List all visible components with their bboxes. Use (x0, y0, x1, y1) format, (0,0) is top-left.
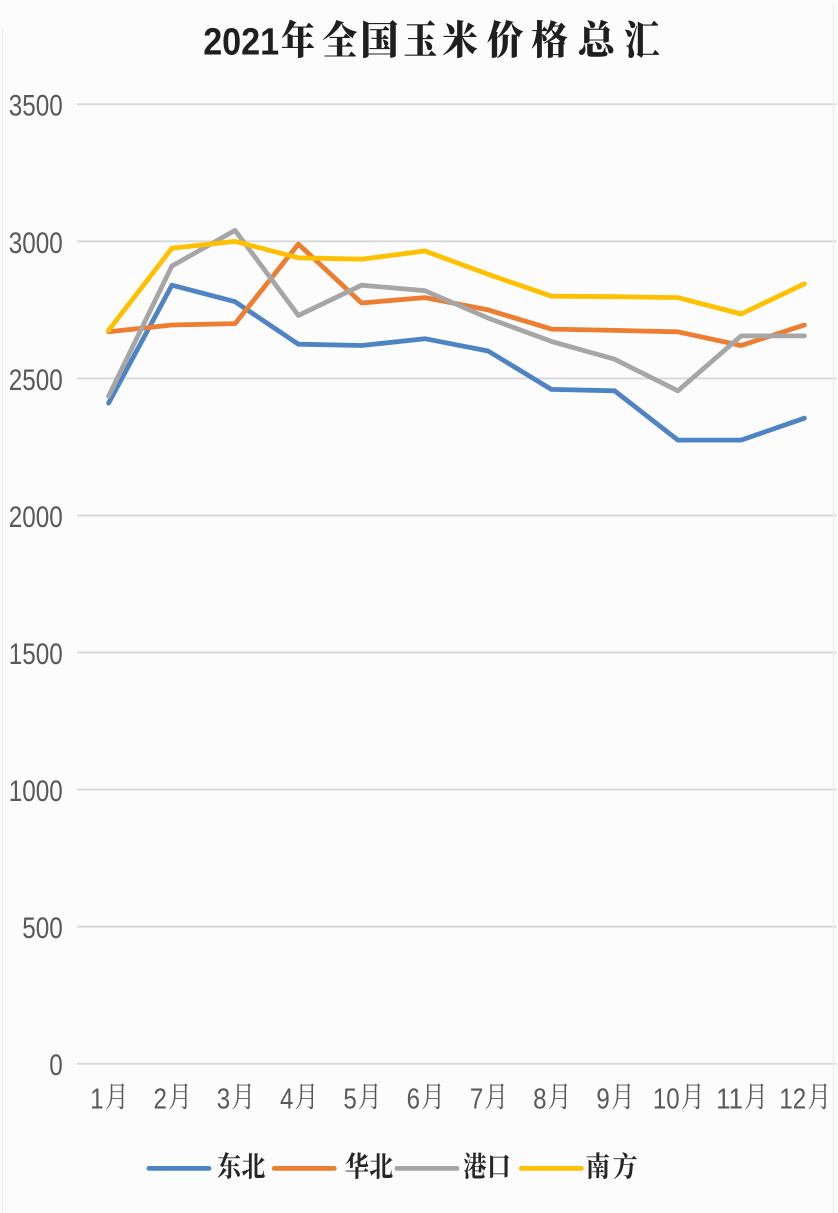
svg-text:8: 8 (533, 1084, 546, 1116)
svg-text:3000: 3000 (9, 228, 63, 260)
svg-text:0: 0 (49, 1050, 63, 1082)
svg-text:12: 12 (779, 1084, 806, 1116)
svg-text:3: 3 (217, 1084, 230, 1116)
svg-text:500: 500 (22, 913, 63, 945)
svg-text:2: 2 (154, 1084, 167, 1116)
svg-text:2500: 2500 (9, 365, 63, 397)
svg-text:5: 5 (343, 1084, 356, 1116)
svg-text:2000: 2000 (9, 502, 63, 534)
svg-text:3500: 3500 (9, 91, 63, 123)
svg-text:6: 6 (407, 1084, 420, 1116)
svg-text:11: 11 (716, 1084, 743, 1116)
svg-text:1500: 1500 (9, 639, 63, 671)
svg-text:2021: 2021 (203, 22, 279, 64)
svg-text:10: 10 (653, 1084, 680, 1116)
svg-text:1000: 1000 (9, 776, 63, 808)
svg-text:9: 9 (596, 1084, 609, 1116)
svg-text:1: 1 (90, 1084, 103, 1116)
svg-text:4: 4 (280, 1084, 294, 1116)
svg-text:7: 7 (470, 1084, 483, 1116)
